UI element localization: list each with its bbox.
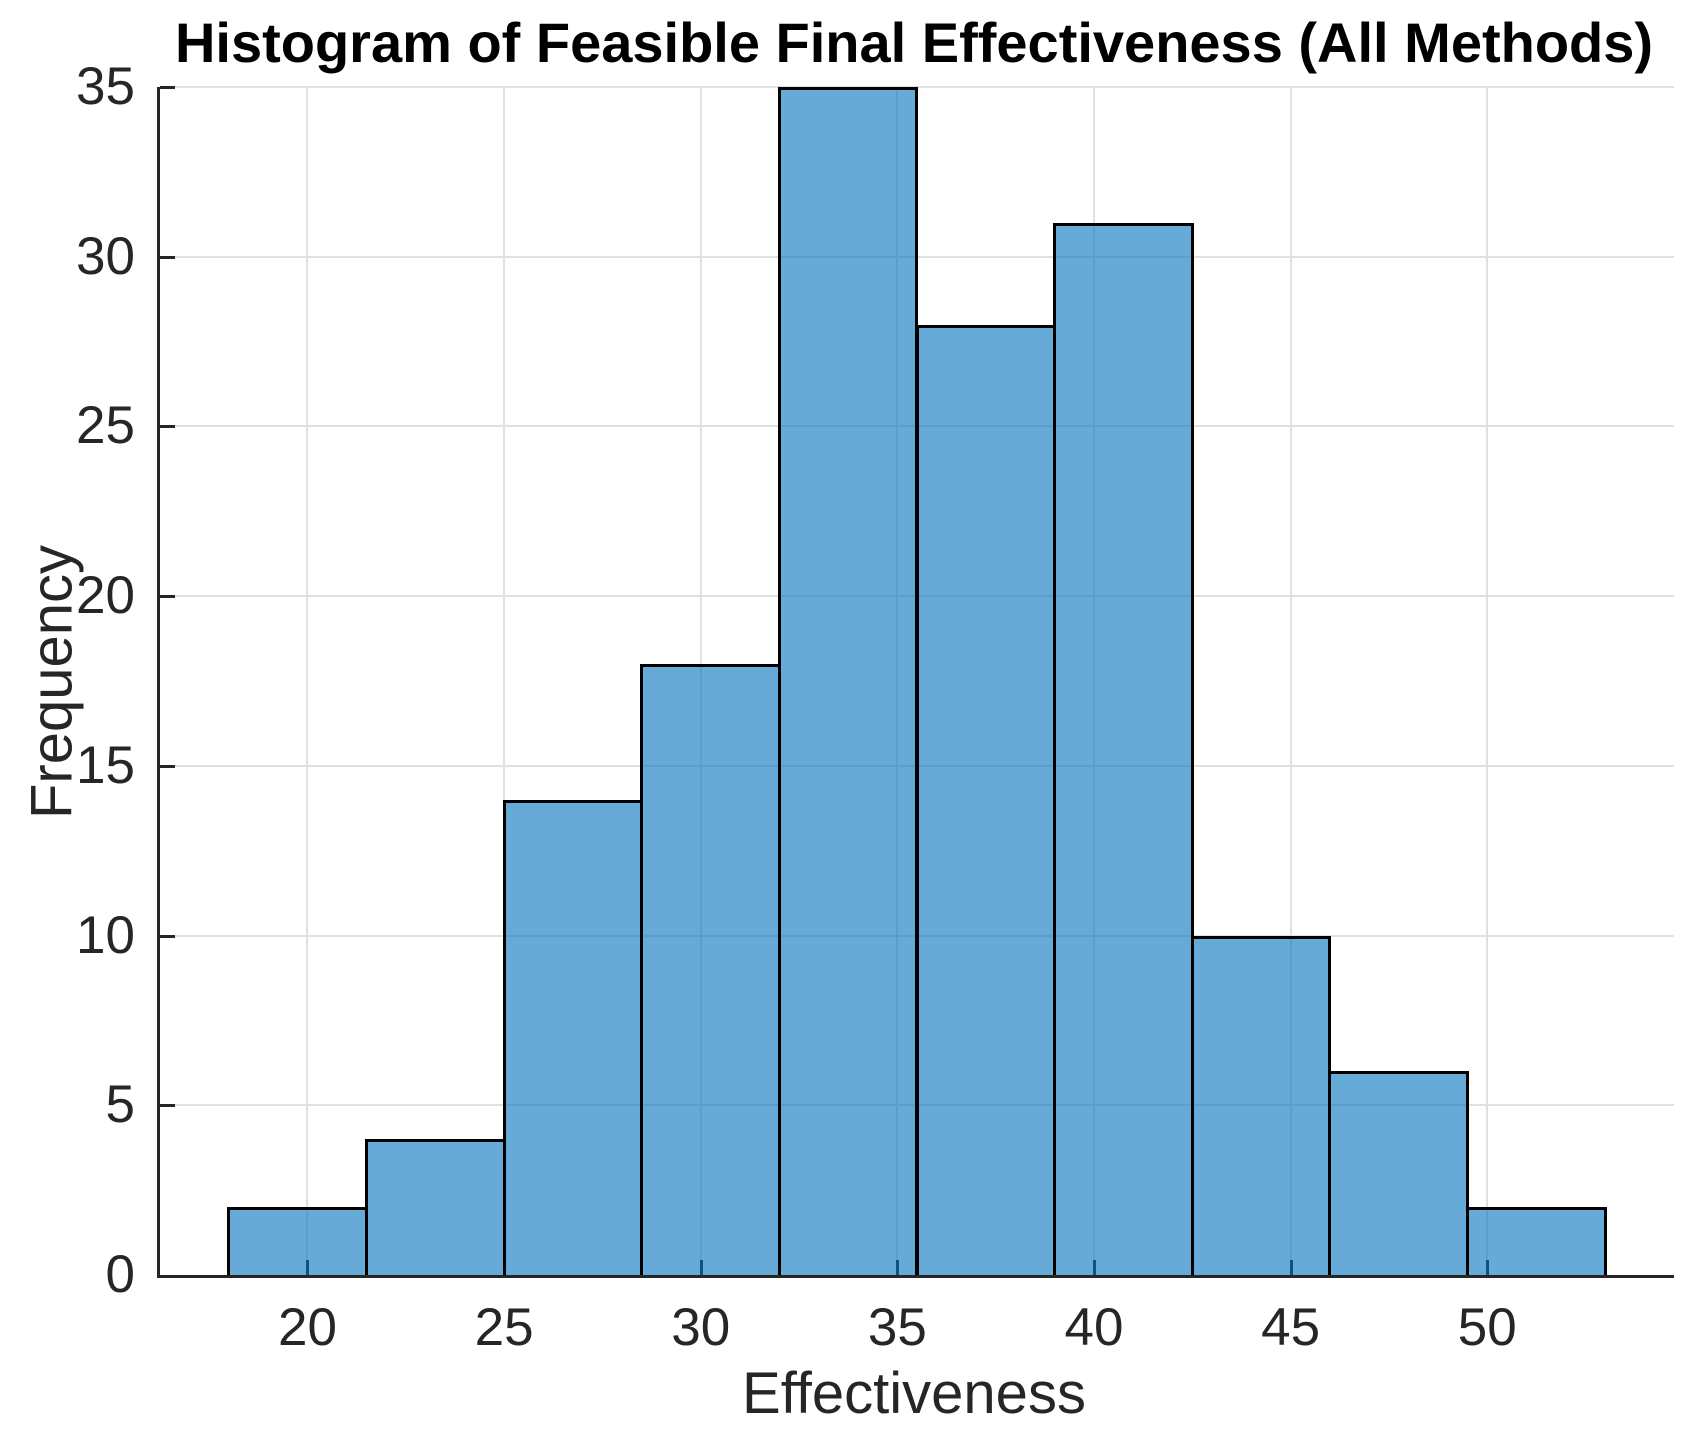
y-tick-mark (160, 425, 175, 429)
chart-title: Histogram of Feasible Final Effectivenes… (174, 11, 1654, 74)
histogram-bar (1466, 1207, 1607, 1275)
y-tick-mark (160, 764, 175, 768)
x-gridline (306, 87, 309, 1275)
x-gridline (503, 87, 506, 1275)
y-tick-label: 15 (76, 735, 135, 795)
y-tick-label: 5 (105, 1075, 135, 1135)
x-tick-label: 35 (867, 1298, 927, 1357)
histogram-bar (1190, 935, 1332, 1275)
y-tick-mark (160, 595, 175, 599)
y-axis-label: Frequency (19, 544, 85, 820)
x-tick-label: 20 (277, 1298, 337, 1357)
y-tick-label: 35 (76, 57, 135, 116)
x-axis-label: Effectiveness (742, 1361, 1086, 1426)
y-tick-label: 20 (76, 566, 135, 626)
x-gridline (1289, 87, 1292, 1275)
histogram-bar (1053, 222, 1194, 1275)
x-tick-label: 25 (474, 1298, 534, 1357)
x-tick-label: 50 (1457, 1298, 1517, 1357)
histogram-bar (640, 664, 781, 1275)
histogram-bar (1328, 1071, 1470, 1275)
y-tick-label: 10 (76, 905, 135, 965)
histogram-bar (364, 1139, 506, 1275)
histogram-bar (227, 1207, 368, 1275)
histogram-bar (502, 799, 644, 1275)
x-tick-label: 45 (1261, 1298, 1321, 1357)
y-tick-label: 30 (76, 226, 135, 286)
y-tick-label: 25 (76, 396, 135, 456)
plot-area: 20 25 30 35 40 45 50 0 5 10 15 20 25 30 35 (76, 57, 1674, 1357)
y-tick-label: 0 (105, 1245, 135, 1304)
x-tick-label: 40 (1064, 1298, 1124, 1357)
y-tick-mark (160, 255, 175, 259)
y-tick-mark (160, 934, 175, 938)
x-gridline (1486, 87, 1489, 1275)
histogram-bar (777, 87, 919, 1275)
x-tick-label: 30 (671, 1298, 731, 1357)
histogram-bar (915, 324, 1057, 1275)
y-tick-mark (160, 1104, 175, 1108)
y-tick-mark (160, 86, 175, 89)
